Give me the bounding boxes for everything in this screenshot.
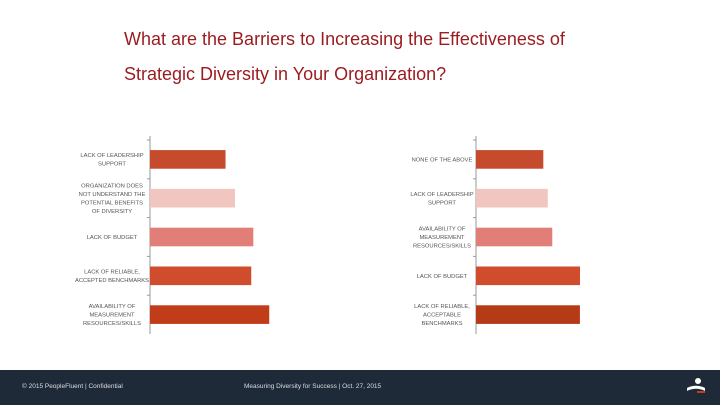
category-label: LACK OF RELIABLE, ACCEPTABLE BENCHMARKS xyxy=(414,304,470,327)
category-label: LACK OF BUDGET xyxy=(87,235,138,241)
bar-3 xyxy=(150,227,254,247)
category-label: AVAILABILITY OF MEASUREMENT RESOURCES/SKIL… xyxy=(83,304,141,327)
footer-event: Measuring Diversity for Success | Oct. 2… xyxy=(244,383,382,390)
category-label: LACK OF RELIABLE, ACCEPTED BENCHMARKS xyxy=(75,270,149,284)
category-label: NONE OF THE ABOVE xyxy=(412,157,473,163)
bar-2 xyxy=(150,188,235,208)
peoplefluent-logo-icon xyxy=(687,378,705,393)
footer-bar: © 2015 PeopleFluent | Confidential Measu… xyxy=(0,370,720,405)
category-label: LACK OF BUDGET xyxy=(417,274,468,280)
category-label: LACK OF LEADERSHIP SUPPORT xyxy=(80,153,143,167)
chart-intermediate: LACK OF LEADERSHIP SUPPORT ORGANIZATION DO… xyxy=(70,92,370,354)
slide-title-line-2: Strategic Diversity in Your Organization… xyxy=(124,64,447,84)
bar-2 xyxy=(476,188,548,208)
bar-1 xyxy=(150,150,226,169)
bar-4 xyxy=(150,266,252,286)
bar-3 xyxy=(476,227,553,247)
bar-4 xyxy=(476,266,580,286)
bar-5 xyxy=(150,305,270,324)
category-label: ORGANIZATION DOES NOT UNDERSTAND THE POTEN… xyxy=(79,184,146,215)
chart-advanced: NONE OF THE ABOVE LACK OF LEADERSHIP SUPPO… xyxy=(390,92,710,354)
category-label: AVAILABILITY OF MEASUREMENT RESOURCES/SKIL… xyxy=(413,227,471,250)
bar-1 xyxy=(476,150,544,169)
footer-copyright: © 2015 PeopleFluent | Confidential xyxy=(22,383,123,390)
chart-advanced-svg: NONE OF THE ABOVE LACK OF LEADERSHIP SUPPO… xyxy=(410,136,580,334)
category-label: LACK OF LEADERSHIP SUPPORT xyxy=(410,192,473,206)
chart-intermediate-svg: LACK OF LEADERSHIP SUPPORT ORGANIZATION DO… xyxy=(75,136,270,334)
slide-title-line-1: What are the Barriers to Increasing the … xyxy=(124,29,565,49)
bar-5 xyxy=(476,305,580,324)
